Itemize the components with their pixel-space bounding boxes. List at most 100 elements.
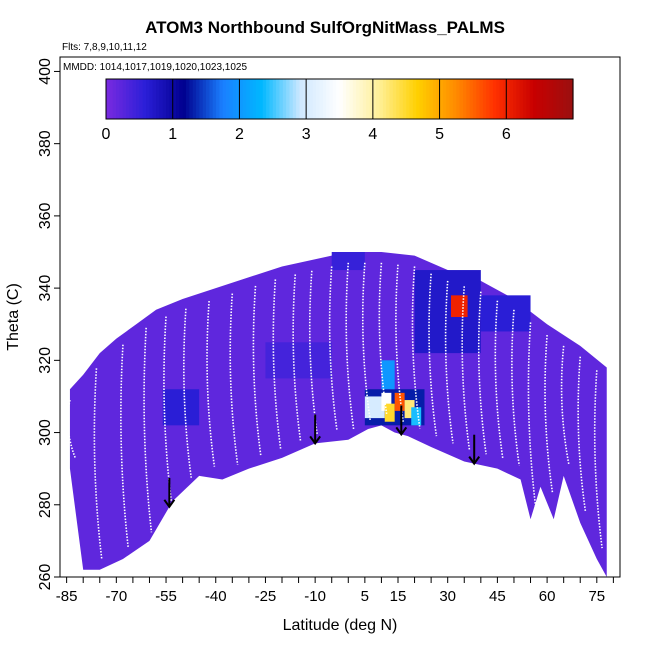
- colorbar-swatch: [389, 79, 394, 119]
- colorbar-swatch: [139, 79, 144, 119]
- colorbar-swatch: [409, 79, 414, 119]
- x-tick-label: -40: [205, 588, 227, 605]
- colorbar-swatch: [199, 79, 204, 119]
- colorbar-swatch: [349, 79, 354, 119]
- colorbar-swatch: [202, 79, 207, 119]
- mmdd-label: MMDD: 1014,1017,1019,1020,1023,1025: [63, 62, 248, 73]
- data-cell: [384, 403, 395, 422]
- flight-track: [560, 345, 570, 466]
- data-field: [69, 252, 607, 577]
- colorbar-swatch: [216, 79, 221, 119]
- data-cell: [411, 407, 422, 426]
- colorbar-swatch: [519, 79, 524, 119]
- flight-track: [272, 279, 282, 450]
- colorbar-swatch: [239, 79, 244, 119]
- data-cell: [404, 400, 415, 419]
- y-axis-label: Theta (C): [5, 283, 22, 351]
- colorbar-swatch: [412, 79, 417, 119]
- data-cell: [381, 392, 392, 411]
- colorbar-swatch: [489, 79, 494, 119]
- colorbar-swatch: [226, 79, 231, 119]
- flight-track: [292, 274, 302, 442]
- colorbar-swatch: [312, 79, 317, 119]
- colorbar-swatch: [562, 79, 567, 119]
- x-tick-label: 75: [588, 588, 605, 605]
- flight-track: [607, 378, 617, 567]
- colorbar-swatch: [326, 79, 331, 119]
- colorbar-swatch: [182, 79, 187, 119]
- colorbar-swatch: [192, 79, 197, 119]
- colorbar-swatch: [269, 79, 274, 119]
- colorbar-swatch: [359, 79, 364, 119]
- colorbar-swatch: [492, 79, 497, 119]
- flight-track: [378, 262, 388, 415]
- x-tick-label: 60: [539, 588, 556, 605]
- flights-label: Flts: 7,8,9,10,11,12: [62, 42, 147, 53]
- colorbar-swatch: [476, 79, 481, 119]
- colorbar-swatch: [319, 79, 324, 119]
- colorbar-swatch: [356, 79, 361, 119]
- colorbar-swatch: [112, 79, 117, 119]
- colorbar-swatch: [322, 79, 327, 119]
- colorbar-swatch: [382, 79, 387, 119]
- colorbar-swatch: [499, 79, 504, 119]
- y-tick-label: 380: [37, 130, 54, 157]
- colorbar-swatch: [206, 79, 211, 119]
- arrow-head: [309, 435, 321, 446]
- colorbar-swatch: [536, 79, 541, 119]
- colorbar-swatch: [486, 79, 491, 119]
- colorbar-swatch: [522, 79, 527, 119]
- colorbar-swatch: [252, 79, 257, 119]
- colorbar-swatch: [436, 79, 441, 119]
- colorbar-swatch: [166, 79, 170, 119]
- arrow-markers: [163, 405, 481, 509]
- colorbar-swatch: [246, 79, 251, 119]
- colorbar-swatch: [282, 79, 287, 119]
- colorbar-swatch: [259, 79, 264, 119]
- y-axis: 260 280 300 320 340 360 380 400: [37, 58, 60, 590]
- colorbar-swatch: [429, 79, 434, 119]
- colorbar-swatch: [236, 79, 241, 119]
- colorbar-swatch: [439, 79, 444, 119]
- y-tick-label: 360: [37, 202, 54, 229]
- colorbar-swatch: [512, 79, 517, 119]
- colorbar-swatch: [462, 79, 467, 119]
- colorbar-swatch: [426, 79, 431, 119]
- x-tick-label: -10: [304, 588, 326, 605]
- colorbar-swatch: [502, 79, 507, 119]
- colorbar-swatch: [126, 79, 130, 119]
- colorbar-swatch: [276, 79, 281, 119]
- flight-track: [494, 300, 504, 458]
- colorbar-swatch: [222, 79, 227, 119]
- colorbar-swatch: [169, 79, 174, 119]
- colorbar-swatch: [406, 79, 411, 119]
- data-cell: [381, 360, 395, 390]
- colorbar-tick-label: 4: [368, 126, 377, 143]
- colorbar-swatch: [379, 79, 384, 119]
- colorbar-swatch: [306, 79, 311, 119]
- colorbar-swatch: [416, 79, 421, 119]
- colorbar-swatch: [209, 79, 214, 119]
- colorbar-swatch: [506, 79, 511, 119]
- colorbar-swatch: [369, 79, 374, 119]
- data-cell: [331, 252, 365, 271]
- colorbar-tick-label: 3: [302, 126, 311, 143]
- flight-track: [143, 327, 153, 533]
- flight-track: [511, 309, 521, 466]
- colorbar-swatch: [249, 79, 254, 119]
- colorbar-tick-label: 5: [435, 126, 444, 143]
- colorbar-swatch: [152, 79, 157, 119]
- colorbar-swatch: [196, 79, 200, 119]
- colorbar-swatch: [296, 79, 301, 119]
- flight-track: [444, 280, 454, 444]
- arrow-head: [468, 456, 481, 466]
- colorbar-swatch: [242, 79, 247, 119]
- colorbar-tick-label: 2: [235, 126, 244, 143]
- flight-track: [229, 293, 239, 465]
- y-tick-label: 400: [37, 58, 54, 85]
- x-tick-label: -25: [255, 588, 277, 605]
- colorbar-swatch: [329, 79, 334, 119]
- colorbar-swatch: [496, 79, 501, 119]
- colorbar-swatch: [442, 79, 447, 119]
- colorbar-swatch: [186, 79, 190, 119]
